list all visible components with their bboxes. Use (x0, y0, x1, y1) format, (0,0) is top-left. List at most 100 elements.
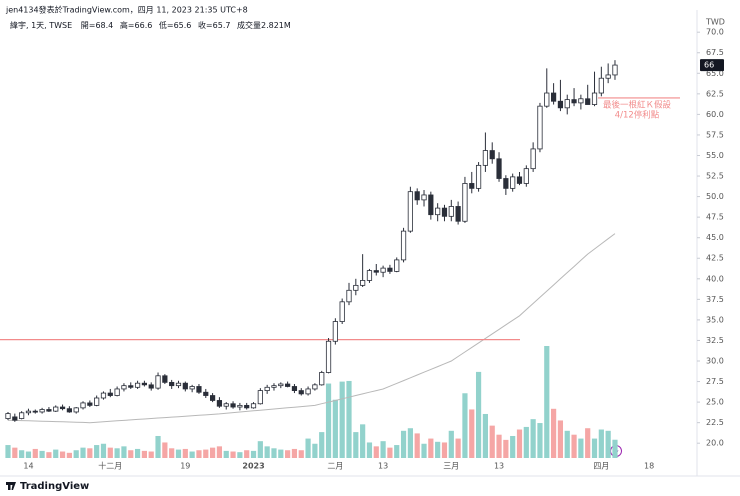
candle-body (32, 410, 38, 413)
volume-bar (373, 446, 379, 458)
volume-bar (39, 450, 45, 458)
candle-body (257, 390, 263, 405)
volume-bar (319, 432, 325, 458)
volume-bar (346, 380, 352, 458)
volume-bar (585, 428, 591, 458)
y-tick-label: 30.0 (706, 357, 724, 366)
candle-body (59, 406, 66, 410)
volume-bar (12, 447, 18, 458)
candle-body (169, 381, 175, 387)
candle-body (475, 164, 482, 189)
volume-bar (250, 450, 257, 458)
volume-bar (353, 432, 359, 458)
volume-bar (5, 445, 11, 458)
candle-body (571, 99, 577, 104)
volume-bar (475, 371, 482, 458)
candle-body (394, 259, 400, 272)
legend-item: 開=68.4 (81, 21, 114, 30)
candle-body (250, 403, 257, 409)
candle-body (332, 321, 338, 342)
x-tick-label: 18 (644, 462, 654, 471)
y-tick-label: 22.5 (706, 418, 724, 427)
candle-body (80, 402, 86, 409)
volume-bar (400, 430, 407, 458)
candle-body (216, 400, 223, 407)
volume-bar (148, 451, 154, 458)
candle-body (482, 150, 489, 166)
candle-body (516, 176, 523, 184)
candle-body (141, 382, 147, 386)
candle-body (134, 382, 141, 388)
candle-body (73, 407, 79, 413)
volume-bar (19, 450, 25, 458)
y-tick-label: 57.5 (706, 130, 724, 139)
candle-body (196, 386, 202, 393)
volume-bar (441, 442, 448, 458)
candle-body (578, 98, 584, 104)
volume-bar (551, 408, 557, 458)
x-tick-label: 三月 (443, 462, 459, 471)
annotation: 4/12停利點 (615, 110, 660, 121)
volume-bar (285, 450, 291, 458)
volume-bar (489, 425, 495, 458)
volume-bar (571, 434, 577, 458)
brand: TradingView (20, 481, 89, 492)
y-tick-label: 40.0 (706, 274, 724, 283)
candle-body (366, 270, 373, 281)
candle-body (421, 194, 427, 201)
x-tick-label: 13 (378, 462, 388, 471)
candle-body (346, 289, 352, 303)
volume-bar (482, 413, 488, 458)
volume-bar (94, 445, 100, 458)
volume-bar (298, 450, 304, 458)
candle-body (5, 413, 11, 419)
candle-body (298, 390, 304, 395)
volume-bar (291, 448, 298, 458)
candle-body (414, 191, 420, 201)
candle-body (585, 98, 591, 105)
candle-body (25, 410, 32, 414)
volume-bar (325, 383, 332, 458)
volume-bar (196, 450, 202, 458)
candle-body (114, 388, 120, 396)
candle-body (271, 385, 277, 388)
candle-body (544, 92, 550, 107)
volume-bar (134, 448, 141, 458)
candle-body (448, 206, 454, 217)
legend-item: 低=65.6 (159, 20, 192, 30)
candle-body (100, 392, 107, 399)
x-tick-label: 四月 (593, 462, 609, 471)
candle-body (380, 267, 386, 273)
volume-bar (100, 443, 107, 458)
volume-bar (305, 438, 311, 458)
candle-body (182, 382, 188, 390)
volume-bar (121, 446, 127, 458)
y-tick-label: 50.0 (706, 192, 724, 201)
volume-bar (46, 452, 52, 458)
volume-bar (360, 424, 366, 458)
volume-bar (169, 448, 175, 458)
candle-body (264, 386, 270, 391)
volume-bar (387, 447, 393, 458)
candle-body (435, 207, 441, 216)
volume-bar (503, 439, 509, 458)
candle-body (285, 383, 291, 387)
candle-body (496, 158, 502, 179)
candle-body (209, 395, 216, 401)
candle-body (612, 64, 618, 76)
logo (6, 482, 16, 490)
volume-bar (557, 420, 564, 458)
annotation: 最後一根紅Ｋ假設 (603, 100, 672, 111)
volume-bar (32, 448, 38, 458)
y-tick-label: 70.0 (706, 28, 724, 37)
volume-bar (73, 450, 79, 458)
y-tick-label: 27.5 (706, 377, 724, 386)
volume-bar (578, 438, 584, 458)
volume-bar (332, 399, 338, 458)
candle-body (46, 409, 52, 412)
volume-bar (605, 430, 611, 458)
chart-title: jen4134發表於TradingView.com，四月 11, 2023 21… (5, 5, 248, 15)
volume-bar (455, 438, 461, 458)
candle-body (503, 178, 509, 189)
